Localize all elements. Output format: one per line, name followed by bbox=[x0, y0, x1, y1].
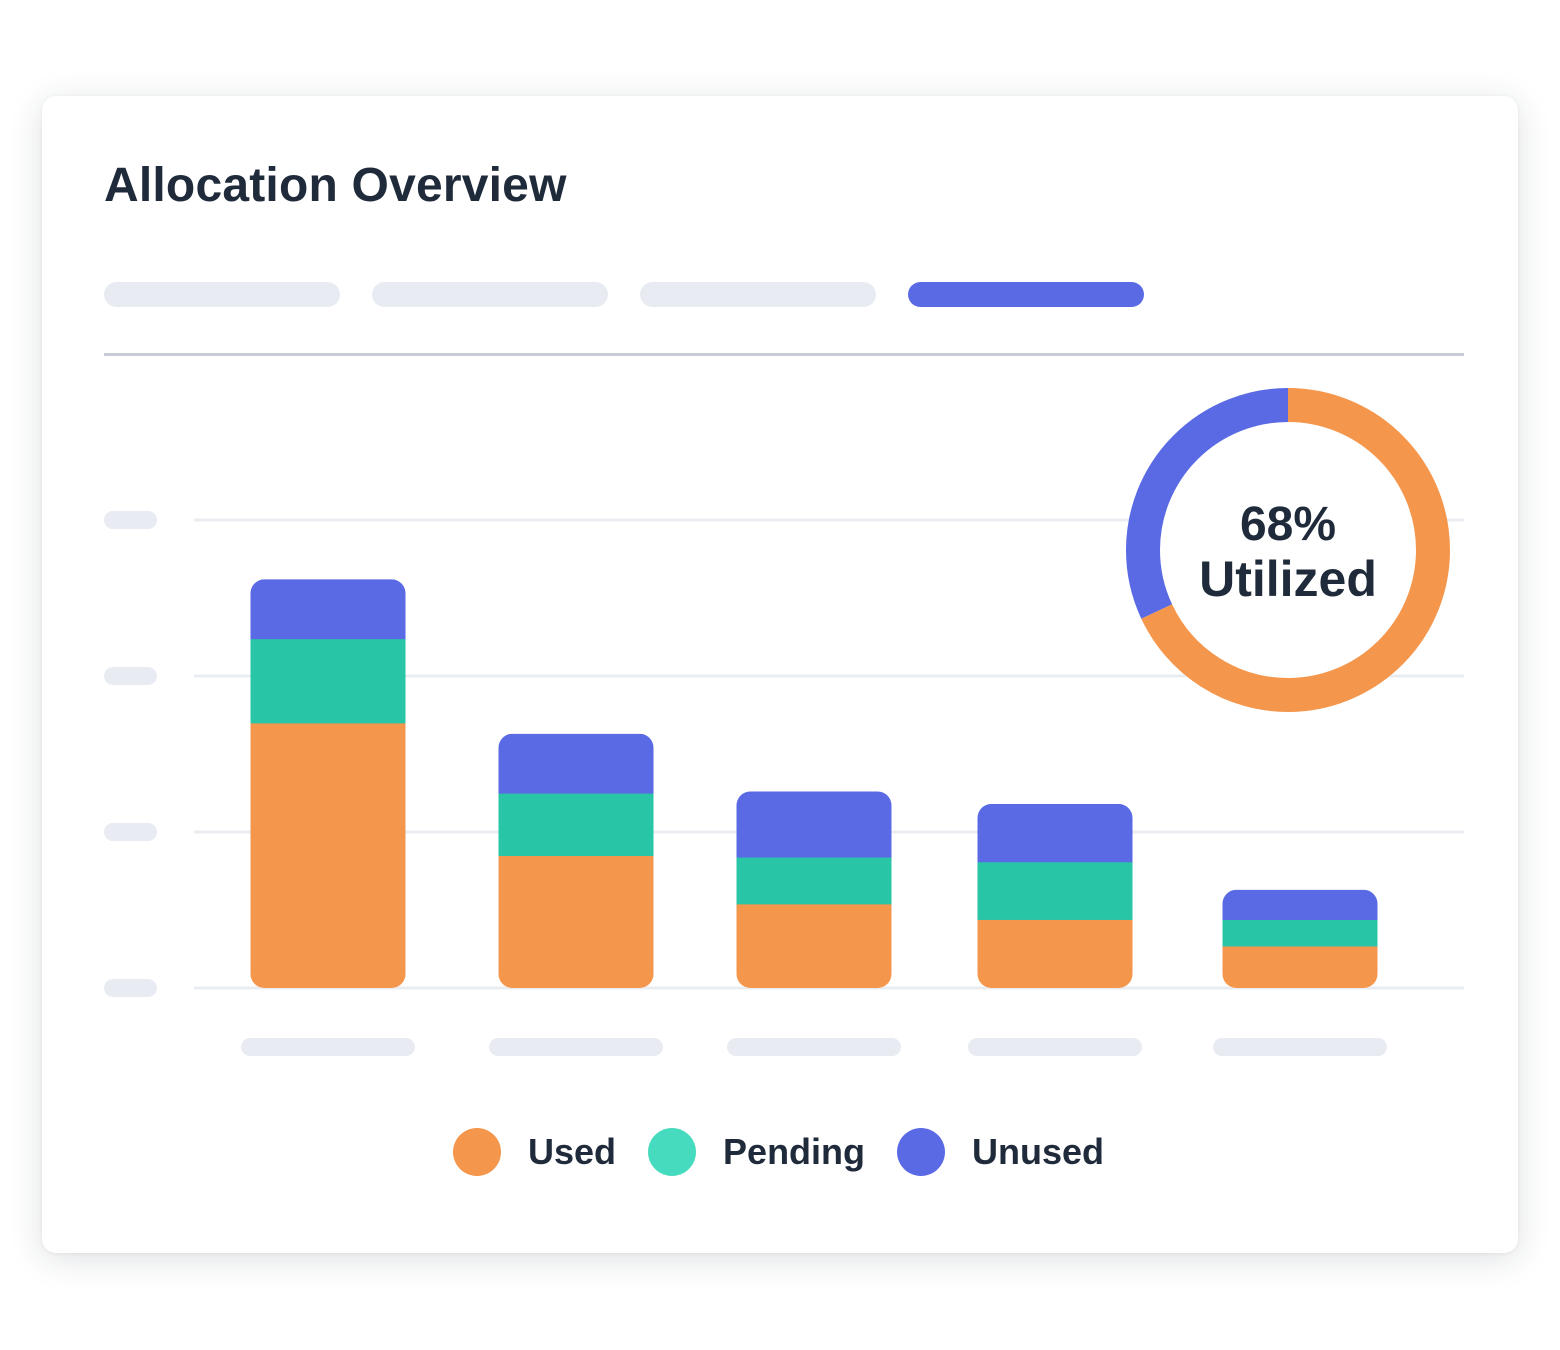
bar-segment-pending bbox=[736, 856, 892, 905]
donut-slice-remaining bbox=[1126, 388, 1450, 712]
legend-label: Used bbox=[528, 1131, 617, 1172]
x-tick-label bbox=[727, 1038, 901, 1056]
legend-item-pending: Pending bbox=[648, 1128, 865, 1176]
bar-segment-pending bbox=[250, 638, 406, 724]
tab-4[interactable] bbox=[908, 282, 1144, 307]
utilization-donut: 68% Utilized bbox=[1126, 388, 1450, 712]
bar-segment-pending bbox=[977, 861, 1133, 920]
bar bbox=[736, 791, 892, 988]
bar bbox=[250, 579, 406, 988]
legend-swatch-pending bbox=[648, 1128, 697, 1176]
bar-segment-used bbox=[736, 903, 892, 988]
x-tick-label bbox=[968, 1038, 1142, 1056]
donut-background bbox=[1126, 388, 1450, 712]
allocation-chart: 68% Utilized bbox=[104, 388, 1464, 1056]
x-tick-label bbox=[1213, 1038, 1387, 1056]
header-divider bbox=[104, 353, 1464, 356]
y-tick-label bbox=[104, 511, 157, 529]
legend-item-used: Used bbox=[453, 1128, 616, 1176]
bar-segment-unused bbox=[250, 579, 406, 640]
bar-segment-unused bbox=[977, 803, 1133, 863]
donut-ring bbox=[1126, 388, 1450, 712]
y-tick-label bbox=[104, 823, 157, 841]
donut-center-label: Utilized bbox=[1199, 551, 1377, 607]
card-title: Allocation Overview bbox=[104, 159, 567, 212]
legend-item-unused: Unused bbox=[897, 1128, 1104, 1176]
bar-segment-used bbox=[250, 722, 406, 988]
bar bbox=[498, 733, 654, 988]
bar-segment-used bbox=[498, 855, 654, 988]
bar bbox=[1222, 889, 1378, 988]
legend-label: Pending bbox=[723, 1131, 866, 1172]
x-tick-label bbox=[241, 1038, 415, 1056]
bar-segment-used bbox=[977, 919, 1133, 988]
tab-3[interactable] bbox=[640, 282, 876, 307]
allocation-card: Allocation Overview 68% Utilized Used Pe… bbox=[42, 96, 1518, 1253]
legend-label: Unused bbox=[972, 1131, 1105, 1172]
y-tick-label bbox=[104, 667, 157, 685]
bar bbox=[977, 803, 1133, 988]
bar-segment-pending bbox=[1222, 919, 1378, 947]
bar-segment-unused bbox=[736, 791, 892, 858]
tab-2[interactable] bbox=[372, 282, 608, 307]
bar-segment-pending bbox=[498, 793, 654, 856]
x-tick-label bbox=[489, 1038, 663, 1056]
legend-swatch-used bbox=[453, 1128, 501, 1176]
bar-segment-unused bbox=[1222, 889, 1378, 920]
tab-1[interactable] bbox=[104, 282, 340, 307]
y-tick-label bbox=[104, 979, 157, 997]
chart-legend: Used Pending Unused bbox=[453, 1128, 1136, 1176]
legend-swatch-unused bbox=[897, 1128, 946, 1176]
tab-bar bbox=[104, 282, 1144, 307]
bar-segment-unused bbox=[498, 733, 654, 794]
donut-center-value: 68% bbox=[1240, 498, 1336, 551]
chart-bars bbox=[241, 579, 1387, 1056]
bar-segment-used bbox=[1222, 945, 1378, 988]
